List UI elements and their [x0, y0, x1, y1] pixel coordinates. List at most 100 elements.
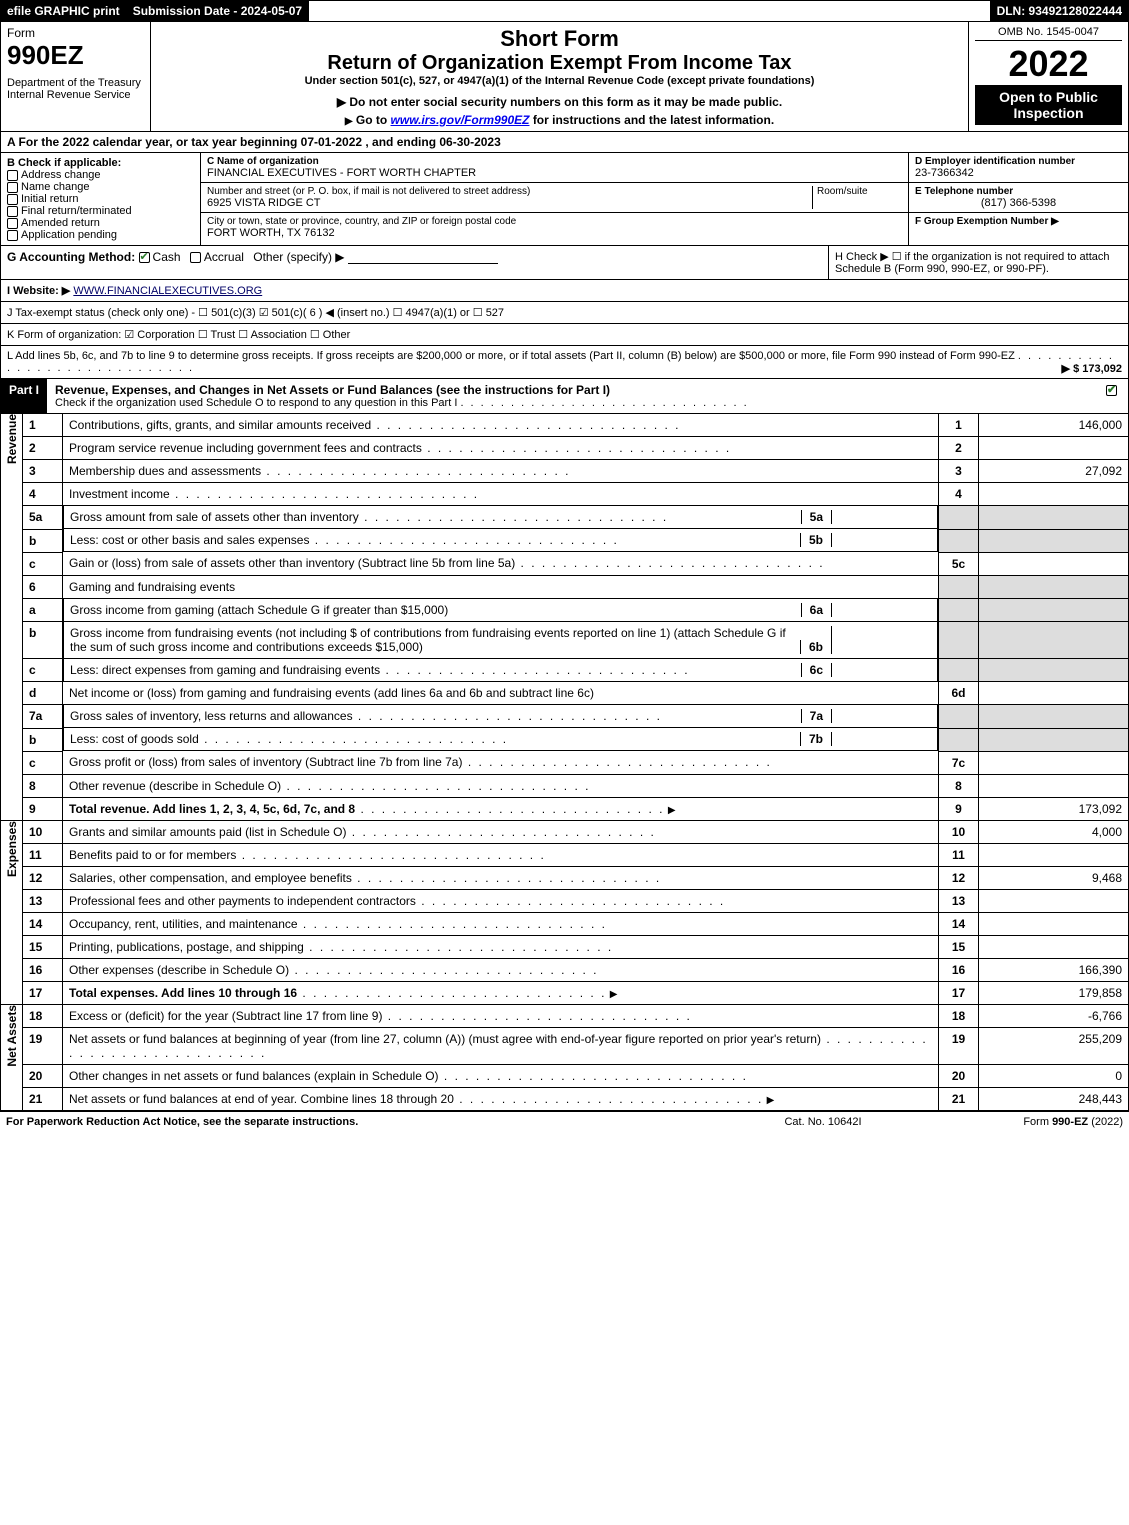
line-10: 10Grants and similar amounts paid (list … — [23, 821, 1129, 844]
col-c-org-info: C Name of organization FINANCIAL EXECUTI… — [201, 153, 908, 245]
goto-text: Go to — [356, 113, 391, 127]
goto-suffix: for instructions and the latest informat… — [533, 113, 774, 127]
expenses-section: Expenses 10Grants and similar amounts pa… — [0, 821, 1129, 1005]
under-section: Under section 501(c), 527, or 4947(a)(1)… — [157, 75, 962, 87]
chk-final-return[interactable]: Final return/terminated — [7, 205, 194, 217]
open-to-public: Open to Public Inspection — [975, 85, 1122, 125]
form-label: Form — [7, 26, 144, 40]
website-link[interactable]: WWW.FINANCIALEXECUTIVES.ORG — [73, 285, 262, 297]
net-assets-table: 18Excess or (deficit) for the year (Subt… — [22, 1005, 1129, 1111]
expenses-table: 10Grants and similar amounts paid (list … — [22, 821, 1129, 1005]
line-1: 1Contributions, gifts, grants, and simil… — [23, 414, 1129, 437]
section-bcdef: B Check if applicable: Address change Na… — [0, 153, 1129, 246]
line-16: 16Other expenses (describe in Schedule O… — [23, 958, 1129, 981]
line-14: 14Occupancy, rent, utilities, and mainte… — [23, 912, 1129, 935]
omb-number: OMB No. 1545-0047 — [975, 26, 1122, 41]
part1-header: Part I Revenue, Expenses, and Changes in… — [0, 379, 1129, 414]
line-18: 18Excess or (deficit) for the year (Subt… — [23, 1005, 1129, 1028]
other-specify: Other (specify) ▶ — [253, 250, 344, 264]
phone-value: (817) 366-5398 — [915, 197, 1122, 209]
chk-cash[interactable] — [139, 252, 150, 263]
website-label: I Website: ▶ — [7, 285, 70, 297]
top-spacer — [309, 1, 990, 21]
phone-label: E Telephone number — [915, 186, 1122, 197]
line-19: 19Net assets or fund balances at beginni… — [23, 1027, 1129, 1064]
footer-cat-no: Cat. No. 10642I — [723, 1116, 923, 1128]
revenue-section: Revenue 1Contributions, gifts, grants, a… — [0, 414, 1129, 821]
side-label-net-assets: Net Assets — [0, 1005, 22, 1111]
page-footer: For Paperwork Reduction Act Notice, see … — [0, 1111, 1129, 1132]
col-b-checkboxes: B Check if applicable: Address change Na… — [1, 153, 201, 245]
arrow-icon — [767, 1092, 775, 1106]
line-3: 3Membership dues and assessments327,092 — [23, 460, 1129, 483]
line-6b: bGross income from fundraising events (n… — [23, 622, 1129, 659]
footer-paperwork: For Paperwork Reduction Act Notice, see … — [6, 1116, 723, 1128]
org-name: FINANCIAL EXECUTIVES - FORT WORTH CHAPTE… — [207, 167, 902, 179]
line-6d: dNet income or (loss) from gaming and fu… — [23, 682, 1129, 705]
line-15: 15Printing, publications, postage, and s… — [23, 935, 1129, 958]
arrow-icon — [668, 802, 676, 816]
col-b-title: B Check if applicable: — [7, 157, 194, 169]
line-21: 21Net assets or fund balances at end of … — [23, 1087, 1129, 1110]
side-label-revenue: Revenue — [0, 414, 22, 821]
chk-schedule-o[interactable] — [1106, 385, 1117, 396]
irs-link[interactable]: www.irs.gov/Form990EZ — [391, 113, 530, 127]
chk-application-pending[interactable]: Application pending — [7, 229, 194, 241]
row-j-tax-exempt: J Tax-exempt status (check only one) - ☐… — [0, 302, 1129, 324]
line-8: 8Other revenue (describe in Schedule O)8 — [23, 774, 1129, 797]
top-bar: efile GRAPHIC print Submission Date - 20… — [0, 0, 1129, 22]
ein-label: D Employer identification number — [915, 156, 1122, 167]
part1-check-line: Check if the organization used Schedule … — [55, 397, 457, 409]
net-assets-section: Net Assets 18Excess or (deficit) for the… — [0, 1005, 1129, 1111]
chk-accrual[interactable] — [190, 252, 201, 263]
line-2: 2Program service revenue including gover… — [23, 437, 1129, 460]
line-17: 17Total expenses. Add lines 10 through 1… — [23, 981, 1129, 1004]
line-4: 4Investment income4 — [23, 483, 1129, 506]
row-l-text: L Add lines 5b, 6c, and 7b to line 9 to … — [7, 350, 1015, 362]
dln: DLN: 93492128022444 — [991, 1, 1128, 21]
row-l-amount: ▶ $ 173,092 — [1062, 362, 1122, 375]
short-form-title: Short Form — [157, 26, 962, 52]
row-a-tax-year: A For the 2022 calendar year, or tax yea… — [0, 132, 1129, 153]
side-label-expenses: Expenses — [0, 821, 22, 1005]
arrow-icon — [610, 986, 618, 1000]
tax-year: 2022 — [975, 43, 1122, 85]
line-7a: 7aGross sales of inventory, less returns… — [23, 705, 1129, 729]
efile-print[interactable]: efile GRAPHIC print — [1, 1, 127, 21]
part1-dots — [460, 397, 748, 409]
col-def: D Employer identification number 23-7366… — [908, 153, 1128, 245]
city-value: FORT WORTH, TX 76132 — [207, 227, 902, 239]
chk-amended-return[interactable]: Amended return — [7, 217, 194, 229]
org-name-label: C Name of organization — [207, 156, 902, 167]
city-label: City or town, state or province, country… — [207, 216, 902, 227]
submission-date: Submission Date - 2024-05-07 — [127, 1, 309, 21]
room-label: Room/suite — [817, 186, 902, 197]
line-11: 11Benefits paid to or for members11 — [23, 843, 1129, 866]
street-value: 6925 VISTA RIDGE CT — [207, 197, 812, 209]
line-7c: cGross profit or (loss) from sales of in… — [23, 751, 1129, 774]
line-12: 12Salaries, other compensation, and empl… — [23, 866, 1129, 889]
line-6a: aGross income from gaming (attach Schedu… — [23, 598, 1129, 622]
row-h-schedule-b: H Check ▶ ☐ if the organization is not r… — [828, 246, 1128, 279]
line-7b: bLess: cost of goods sold7b — [23, 728, 1129, 751]
warning-ssn: ▶ Do not enter social security numbers o… — [157, 95, 962, 109]
revenue-table: 1Contributions, gifts, grants, and simil… — [22, 414, 1129, 821]
line-5a: 5aGross amount from sale of assets other… — [23, 506, 1129, 530]
line-13: 13Professional fees and other payments t… — [23, 889, 1129, 912]
form-number: 990EZ — [7, 40, 144, 71]
footer-form-ref: Form 990-EZ (2022) — [923, 1116, 1123, 1128]
chk-address-change[interactable]: Address change — [7, 169, 194, 181]
row-l-gross-receipts: L Add lines 5b, 6c, and 7b to line 9 to … — [0, 346, 1129, 379]
part1-label: Part I — [1, 379, 47, 413]
part1-title: Revenue, Expenses, and Changes in Net As… — [55, 383, 1090, 397]
row-k-form-org: K Form of organization: ☑ Corporation ☐ … — [0, 324, 1129, 346]
other-blank[interactable] — [348, 263, 498, 264]
row-g-h: G Accounting Method: Cash Accrual Other … — [0, 246, 1129, 280]
line-5c: cGain or (loss) from sale of assets othe… — [23, 552, 1129, 575]
dept-irs: Internal Revenue Service — [7, 89, 144, 101]
chk-name-change[interactable]: Name change — [7, 181, 194, 193]
chk-initial-return[interactable]: Initial return — [7, 193, 194, 205]
street-label: Number and street (or P. O. box, if mail… — [207, 186, 812, 197]
dept-treasury: Department of the Treasury — [7, 77, 144, 89]
group-exemption-label: F Group Exemption Number ▶ — [915, 216, 1122, 227]
